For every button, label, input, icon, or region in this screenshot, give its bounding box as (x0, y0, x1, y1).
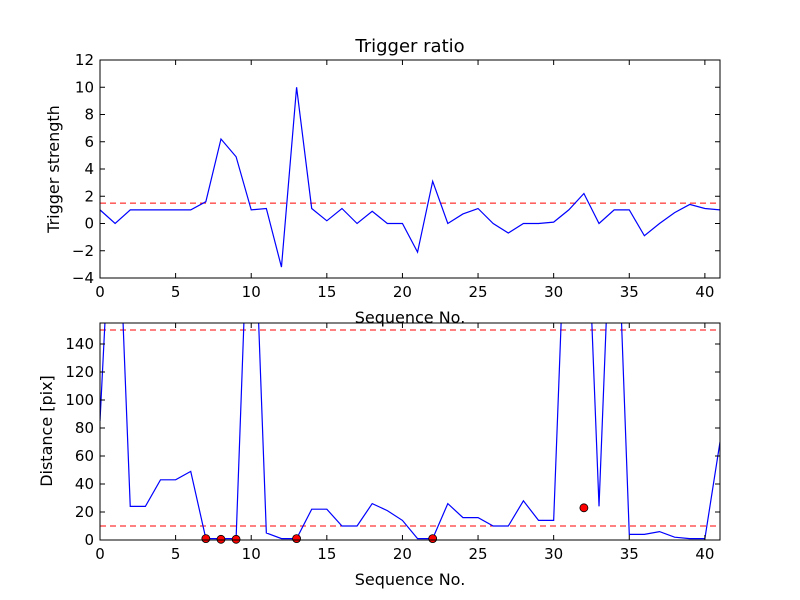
y-tick-label: 140 (65, 335, 94, 353)
y-tick-label: 2 (84, 187, 94, 205)
x-tick-label: 30 (544, 283, 563, 301)
x-tick-label: 20 (393, 545, 412, 563)
y-tick-label: 12 (75, 51, 94, 69)
x-tick-label: 0 (95, 545, 105, 563)
y-tick-label: 40 (75, 475, 94, 493)
data-point-marker (231, 534, 241, 544)
y-tick-label: 0 (84, 215, 94, 233)
y-tick-label: 10 (75, 78, 94, 96)
data-point-marker (579, 503, 589, 513)
x-axis-label: Sequence No. (355, 308, 466, 327)
y-tick-label: −4 (72, 269, 94, 287)
y-tick-label: 0 (84, 531, 94, 549)
data-point-marker (292, 534, 301, 543)
y-tick-label: 8 (84, 106, 94, 124)
x-tick-label: 15 (317, 545, 336, 563)
plot-frame (99, 322, 721, 541)
x-tick-label: 25 (469, 283, 488, 301)
x-tick-label: 5 (171, 545, 181, 563)
series-line (100, 323, 720, 540)
x-tick-label: 15 (317, 283, 336, 301)
data-point-marker (428, 534, 438, 543)
x-tick-label: 10 (242, 283, 261, 301)
y-tick-label: 6 (84, 133, 94, 151)
chart-title: Trigger ratio (354, 36, 464, 57)
series-line (100, 87, 720, 268)
y-tick-label: 100 (65, 391, 94, 409)
data-point-marker (216, 534, 226, 544)
y-tick-label: 4 (84, 160, 94, 178)
x-tick-label: 35 (620, 283, 639, 301)
x-tick-label: 40 (695, 283, 714, 301)
x-tick-label: 5 (171, 283, 181, 301)
y-axis-label: Distance [pix] (37, 375, 56, 487)
x-tick-label: 40 (695, 545, 714, 563)
x-tick-label: 25 (469, 545, 488, 563)
y-tick-label: 80 (75, 419, 94, 437)
y-tick-label: 60 (75, 447, 94, 465)
x-tick-label: 35 (620, 545, 639, 563)
y-tick-label: −2 (72, 242, 94, 260)
y-axis-label: Trigger strength (44, 105, 63, 234)
x-tick-label: 30 (544, 545, 563, 563)
bottom-chart: 0 5 10 15 20 25 30 35 40 0 20 40 60 80 100 120 140 Seque… (37, 322, 721, 589)
x-tick-label: 0 (95, 283, 105, 301)
y-tick-label: 20 (75, 503, 94, 521)
x-tick-label: 20 (393, 283, 412, 301)
top-chart: Trigger ratio 0 5 10 15 20 25 30 35 40 −4 −2 0 2 4 6 8 1… (44, 36, 721, 327)
data-point-marker (201, 534, 211, 543)
x-axis-label: Sequence No. (355, 570, 466, 589)
y-tick-label: 120 (65, 363, 94, 381)
x-tick-label: 10 (242, 545, 261, 563)
